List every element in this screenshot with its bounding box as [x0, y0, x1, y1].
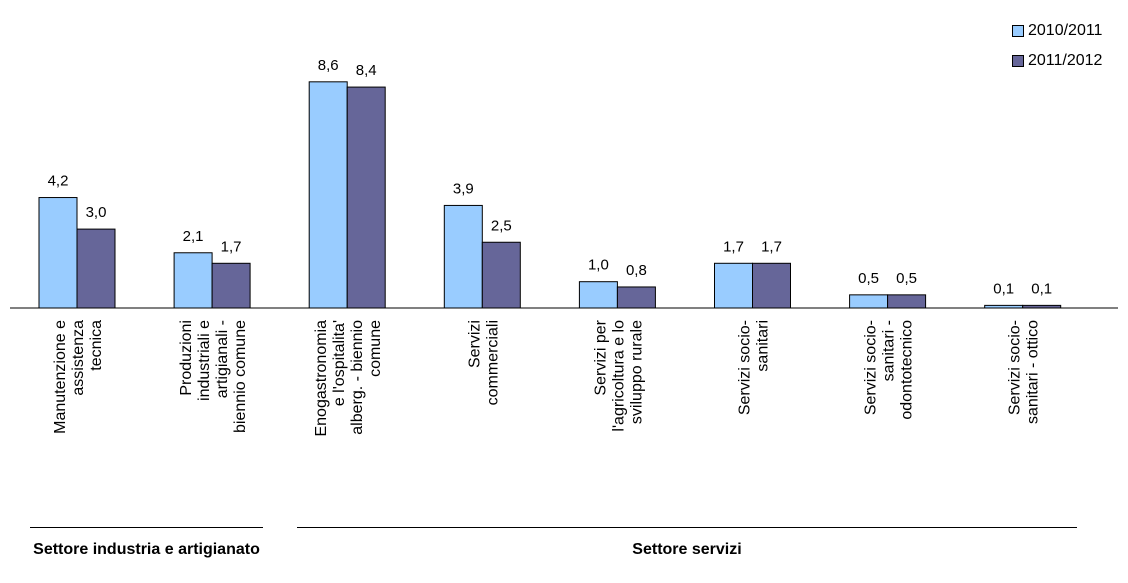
category-label-line: tecnica — [88, 320, 105, 371]
bar-2011-2012-6 — [887, 294, 927, 309]
data-label-0-1: 2,1 — [183, 228, 204, 245]
data-label-0-4: 1,0 — [588, 257, 609, 274]
data-label-0-6: 0,5 — [858, 270, 879, 287]
bar-2010-2011-6 — [849, 294, 889, 309]
group-rule-industria — [30, 527, 263, 528]
group-label-industria: Settore industria e artigianato — [33, 541, 260, 558]
legend-swatch-2010-2011 — [1012, 25, 1024, 37]
category-label-line: Enogastronomia — [313, 320, 330, 437]
category-label-line: alberg. - biennio — [349, 320, 366, 435]
legend: 2010/2011 2011/2012 — [1012, 16, 1102, 76]
category-label-line: Servizi socio- — [1007, 320, 1024, 415]
category-label-line: odontotecnico — [899, 320, 916, 420]
category-label-line: Manutenzione e — [52, 320, 69, 434]
category-label-line: e l'ospitalita' — [331, 320, 348, 406]
data-label-0-7: 0,1 — [993, 280, 1014, 297]
legend-label-2011-2012: 2011/2012 — [1028, 52, 1103, 69]
category-label-line: biennio comune — [232, 320, 249, 433]
data-label-1-3: 2,5 — [491, 217, 512, 234]
category-label-0: Manutenzione e assistenza tecnica — [52, 320, 105, 434]
category-label-line: sviluppo rurale — [628, 320, 645, 424]
bar-2011-2012-2 — [346, 86, 386, 309]
category-label-6: Servizi socio-sanitari - odontotecnico — [863, 320, 916, 420]
bar-2010-2011-1 — [173, 252, 213, 309]
data-label-0-3: 3,9 — [453, 180, 474, 197]
data-label-0-2: 8,6 — [318, 57, 339, 74]
category-label-4: Servizi per l'agricoltura e lo sviluppo ru… — [592, 319, 645, 431]
data-label-1-1: 1,7 — [221, 238, 242, 255]
category-label-line: sanitari - ottico — [1025, 320, 1042, 424]
group-rule-servizi — [297, 527, 1077, 528]
category-label-3: Servizi commerciali — [466, 320, 501, 405]
category-label-5: Servizi socio-sanitari — [737, 320, 772, 415]
bar-2010-2011-4 — [578, 281, 618, 309]
bar-2011-2012-0 — [76, 228, 116, 309]
category-label-line: Servizi per — [592, 319, 609, 395]
category-label-2: Enogastronomia e l'ospitalita' alberg. - b… — [313, 320, 384, 437]
category-label-line: Servizi — [466, 320, 483, 368]
category-label-line: Servizi socio- — [863, 320, 880, 415]
legend-item-2010-2011: 2010/2011 — [1012, 16, 1102, 46]
category-label-line: Produzioni — [178, 320, 195, 396]
data-label-0-0: 4,2 — [48, 173, 69, 190]
group-label-servizi: Settore servizi — [632, 541, 742, 558]
legend-item-2011-2012: 2011/2012 — [1012, 46, 1102, 76]
bar-2010-2011-0 — [38, 197, 78, 309]
legend-swatch-2011-2012 — [1012, 55, 1024, 67]
category-label-7: Servizi socio-sanitari - ottico — [1007, 320, 1042, 424]
category-label-line: assistenza — [70, 320, 87, 396]
data-label-1-2: 8,4 — [356, 62, 377, 79]
data-label-1-5: 1,7 — [761, 238, 782, 255]
bar-2010-2011-2 — [308, 81, 348, 309]
category-label-line: commerciali — [484, 320, 501, 405]
bar-2010-2011-3 — [443, 204, 483, 309]
category-label-line: artigianali - — [214, 320, 231, 398]
bar-2011-2012-5 — [752, 262, 791, 309]
data-label-1-0: 3,0 — [86, 204, 107, 221]
category-label-line: sanitari - — [881, 320, 898, 381]
category-label-line: Servizi socio- — [737, 320, 754, 415]
category-label-line: sanitari — [755, 320, 772, 372]
legend-label-2010-2011: 2010/2011 — [1028, 22, 1103, 39]
category-label-1: Produzioni industriali e artigianali - bien… — [178, 320, 249, 433]
data-label-1-7: 0,1 — [1031, 280, 1052, 297]
data-label-0-5: 1,7 — [723, 238, 744, 255]
bar-2011-2012-1 — [211, 262, 251, 309]
category-label-line: l'agricoltura e lo — [610, 320, 627, 432]
bar-2011-2012-4 — [616, 286, 656, 309]
category-label-line: industriali e — [196, 320, 213, 401]
category-label-line: comune — [367, 320, 384, 377]
bar-2011-2012-3 — [481, 241, 521, 309]
bar-2010-2011-5 — [714, 262, 753, 309]
data-label-1-6: 0,5 — [896, 270, 917, 287]
data-label-1-4: 0,8 — [626, 262, 647, 279]
